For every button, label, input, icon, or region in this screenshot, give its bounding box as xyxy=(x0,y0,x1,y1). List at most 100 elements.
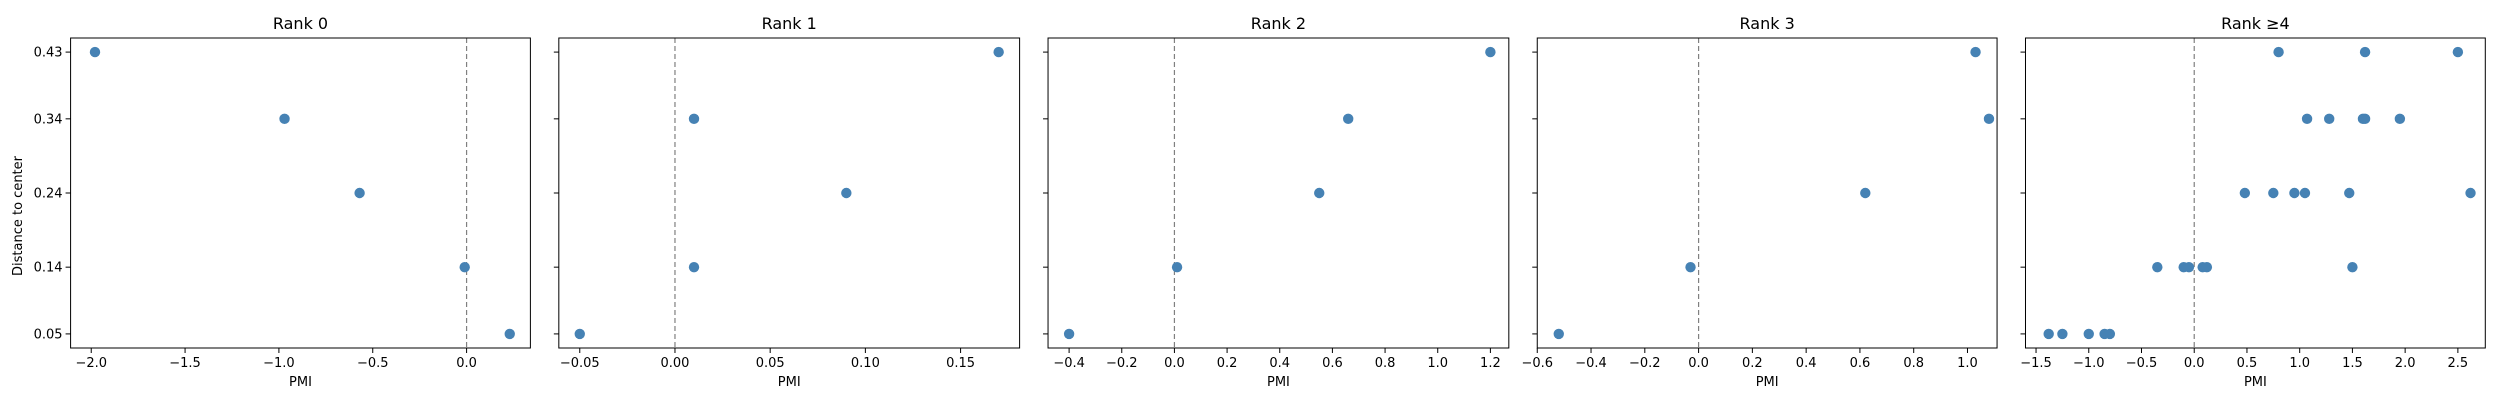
x-tick-label: 1.0 xyxy=(1427,356,1448,371)
data-point xyxy=(1314,187,1325,199)
data-point xyxy=(2301,113,2313,125)
y-tick-label: 0.24 xyxy=(34,187,63,202)
y-tick-label: 0.05 xyxy=(34,327,63,342)
subplot-2: Rank 2 −0.4 −0.2 0.0 0.2 0.4 0.6 0.8 1.0 1.2 PMI xyxy=(1043,14,1510,390)
x-tick-label: 0.15 xyxy=(946,356,975,371)
y-tick-label: 0.14 xyxy=(34,261,63,276)
x-tick-label: −1.5 xyxy=(2020,356,2052,371)
axes-frame xyxy=(1047,37,1510,349)
x-tick-label: 0.2 xyxy=(1742,356,1763,371)
data-point xyxy=(841,187,852,199)
data-point xyxy=(2273,46,2284,58)
x-tick-label: −0.5 xyxy=(2126,356,2158,371)
data-point xyxy=(2289,187,2300,199)
x-tick-label: −1.0 xyxy=(2073,356,2105,371)
data-point xyxy=(2324,113,2335,125)
axes-frame xyxy=(2024,37,2486,349)
x-tick-label: 2.5 xyxy=(2448,356,2469,371)
subplot-title: Rank 1 xyxy=(762,14,817,33)
x-tick-label: 1.0 xyxy=(1957,356,1978,371)
data-point xyxy=(574,328,585,340)
x-tick-label: 0.0 xyxy=(1688,356,1709,371)
data-point xyxy=(2344,187,2355,199)
subplot-title: Rank 2 xyxy=(1251,14,1306,33)
data-point xyxy=(2201,261,2213,273)
subplot-title: Rank 0 xyxy=(273,14,328,33)
subplot-title: Rank 3 xyxy=(1740,14,1795,33)
subplot-1: Rank 1 −0.05 0.00 0.05 0.10 0.15 PMI xyxy=(553,14,1021,390)
data-point xyxy=(2452,46,2464,58)
x-tick-label: 0.6 xyxy=(1322,356,1343,371)
x-tick-label: 1.0 xyxy=(2289,356,2310,371)
data-point xyxy=(688,261,700,273)
subplot-4: Rank ≥4 −1.5 −1.0 −0.5 0.0 0.5 1.0 1.5 2.0 2.5 PMI xyxy=(2020,14,2486,390)
subplot-0: Rank 0 −2.0 −1.5 −1.0 −0.5 0.0 0.05 0.14 0.24 0.3… xyxy=(34,14,531,390)
x-tick-label: −0.2 xyxy=(1629,356,1661,371)
data-point xyxy=(1860,187,1871,199)
data-point xyxy=(1685,261,1696,273)
x-tick-label: −0.05 xyxy=(560,356,600,371)
axes-frame xyxy=(558,37,1021,349)
x-tick-label: −0.5 xyxy=(357,356,389,371)
y-tick-label: 0.43 xyxy=(34,46,63,61)
x-tick-label: 1.5 xyxy=(2342,356,2363,371)
data-point xyxy=(279,113,290,125)
data-point xyxy=(1970,46,1981,58)
x-tick-label: 0.4 xyxy=(1796,356,1817,371)
x-tick-label: 0.4 xyxy=(1269,356,1290,371)
x-tick-label: −1.0 xyxy=(263,356,295,371)
data-point xyxy=(993,46,1004,58)
x-axis-label: PMI xyxy=(289,375,312,390)
x-tick-label: 0.2 xyxy=(1217,356,1238,371)
x-tick-label: 0.0 xyxy=(456,356,477,371)
x-tick-label: −0.4 xyxy=(1053,356,1085,371)
data-point xyxy=(2359,46,2371,58)
subplot-3: Rank 3 −0.6 −0.4 −0.2 0.0 0.2 0.4 0.6 0.8 1.0 PMI xyxy=(1521,14,1998,390)
data-point xyxy=(2347,261,2358,273)
data-point xyxy=(2299,187,2311,199)
axes-frame xyxy=(1536,37,1998,349)
data-point xyxy=(504,328,515,340)
data-point xyxy=(1171,261,1183,273)
data-point xyxy=(2359,113,2371,125)
x-tick-label: 0.0 xyxy=(2184,356,2205,371)
x-tick-label: 1.2 xyxy=(1480,356,1501,371)
x-tick-label: −0.2 xyxy=(1106,356,1138,371)
x-tick-label: 0.6 xyxy=(1850,356,1871,371)
x-tick-label: 0.8 xyxy=(1375,356,1396,371)
data-point xyxy=(1485,46,1496,58)
data-point xyxy=(354,187,365,199)
x-tick-label: −1.5 xyxy=(169,356,201,371)
x-tick-label: 0.5 xyxy=(2237,356,2258,371)
y-axis-label: Distance to center xyxy=(11,155,26,276)
data-point xyxy=(1063,328,1075,340)
x-tick-label: 2.0 xyxy=(2395,356,2416,371)
data-point xyxy=(2183,261,2195,273)
subplot-title: Rank ≥4 xyxy=(2221,14,2290,33)
data-point xyxy=(688,113,700,125)
data-point xyxy=(2465,187,2476,199)
data-point xyxy=(2104,328,2116,340)
x-tick-label: 0.0 xyxy=(1164,356,1185,371)
axes-frame xyxy=(70,37,531,349)
data-point xyxy=(2057,328,2068,340)
data-point xyxy=(1553,328,1564,340)
data-point xyxy=(2239,187,2251,199)
x-tick-label: −2.0 xyxy=(75,356,107,371)
data-point xyxy=(1343,113,1354,125)
x-axis-label: PMI xyxy=(1756,375,1779,390)
data-point xyxy=(459,261,470,273)
x-axis-label: PMI xyxy=(1267,375,1290,390)
x-tick-label: 0.8 xyxy=(1903,356,1924,371)
data-point xyxy=(2083,328,2094,340)
x-tick-label: 0.05 xyxy=(756,356,785,371)
data-point xyxy=(2268,187,2279,199)
data-point xyxy=(2394,113,2406,125)
x-axis-label: PMI xyxy=(778,375,801,390)
y-tick-label: 0.34 xyxy=(34,112,63,127)
data-point xyxy=(2043,328,2054,340)
data-point xyxy=(2152,261,2163,273)
x-tick-label: 0.10 xyxy=(851,356,880,371)
data-point xyxy=(89,46,101,58)
data-point xyxy=(1983,113,1995,125)
